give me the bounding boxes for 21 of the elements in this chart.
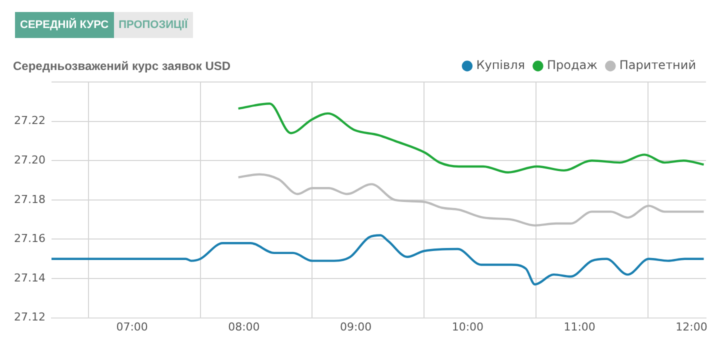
x-tick-label: 12:00: [676, 320, 708, 334]
x-tick-label: 08:00: [228, 320, 260, 334]
y-tick-label: 27.12: [14, 310, 46, 324]
chart-title: Середньозважений курс заявок USD: [13, 59, 231, 73]
legend-label: Паритетний: [619, 58, 696, 72]
y-tick-label: 27.22: [14, 114, 46, 128]
line-series: [51, 234, 705, 286]
y-tick-label: 27.18: [14, 192, 46, 206]
x-tick-label: 09:00: [340, 320, 372, 334]
y-tick-label: 27.16: [14, 232, 46, 246]
x-tick-label: 11:00: [564, 320, 596, 334]
legend-label: Купівля: [476, 58, 525, 72]
x-tick-label: 10:00: [452, 320, 484, 334]
text: ПРОПОЗИЦІЇ: [114, 12, 193, 38]
line-series: [237, 102, 705, 174]
legend-label: Продаж: [546, 58, 598, 72]
y-tick-label: 27.20: [14, 153, 46, 166]
y-tick-label: 27.14: [14, 271, 46, 284]
line-series: [237, 173, 705, 227]
x-tick-label: 07:00: [116, 320, 148, 334]
text: СЕРЕДНІЙ КУРС: [15, 12, 114, 38]
